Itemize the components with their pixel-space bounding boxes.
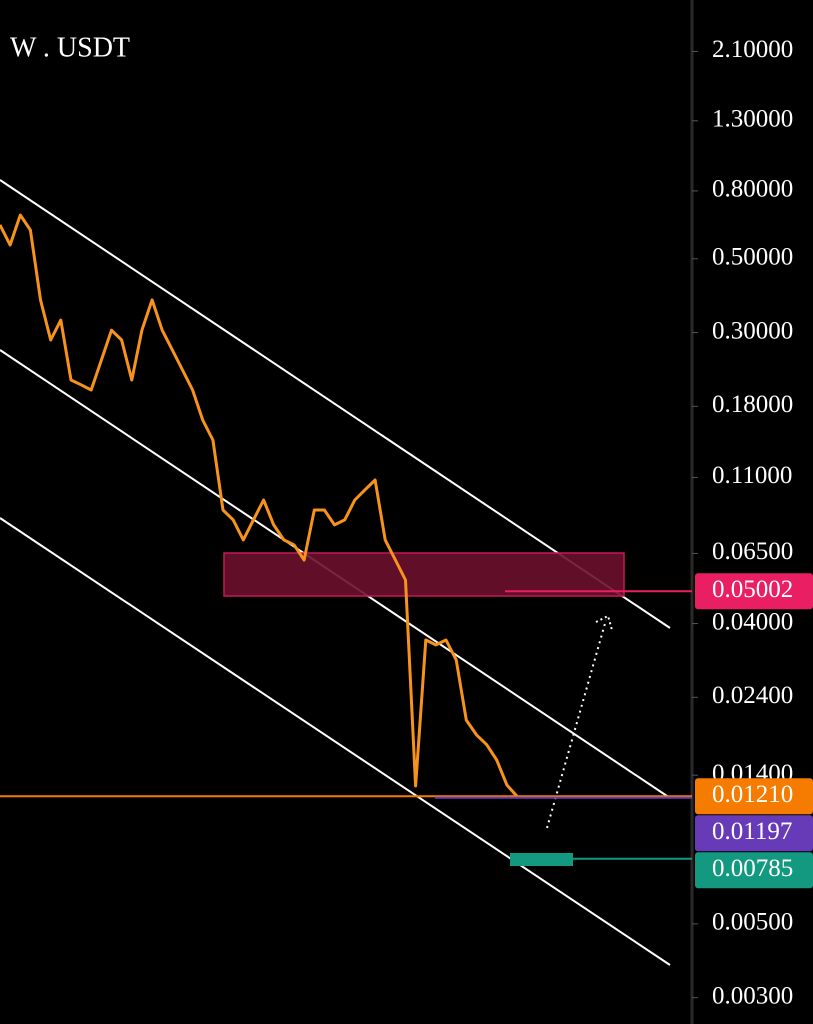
channel-line (0, 517, 671, 966)
y-tick-label: 0.50000 (712, 244, 793, 271)
price-label-box (695, 778, 813, 815)
y-tick-label: 0.02400 (712, 682, 793, 709)
price-label: 0.00785 (712, 855, 793, 882)
supply-zone (223, 552, 625, 597)
price-label-box (695, 852, 813, 889)
y-tick-label: 2.10000 (712, 36, 793, 63)
y-tick-label: 0.00300 (712, 982, 793, 1009)
price-label-box (695, 815, 813, 852)
price-label: 0.05002 (712, 576, 793, 603)
y-tick-label: 0.11000 (712, 462, 792, 489)
y-tick-label: 0.04000 (712, 608, 793, 635)
projection-arrow (546, 619, 607, 829)
price-line (0, 213, 519, 798)
y-tick-label: 0.30000 (712, 317, 793, 344)
y-tick-label: 0.80000 (712, 176, 793, 203)
price-label: 0.01210 (712, 781, 793, 808)
y-tick-label: 0.18000 (712, 391, 793, 418)
y-tick-label: 1.30000 (712, 106, 793, 133)
price-label: 0.01197 (712, 818, 792, 845)
chart-title: W . USDT (10, 32, 130, 63)
price-label-box (695, 573, 813, 610)
y-tick-label: 0.00500 (712, 909, 793, 936)
y-tick-label: 0.06500 (712, 538, 793, 565)
target-block (510, 853, 573, 866)
